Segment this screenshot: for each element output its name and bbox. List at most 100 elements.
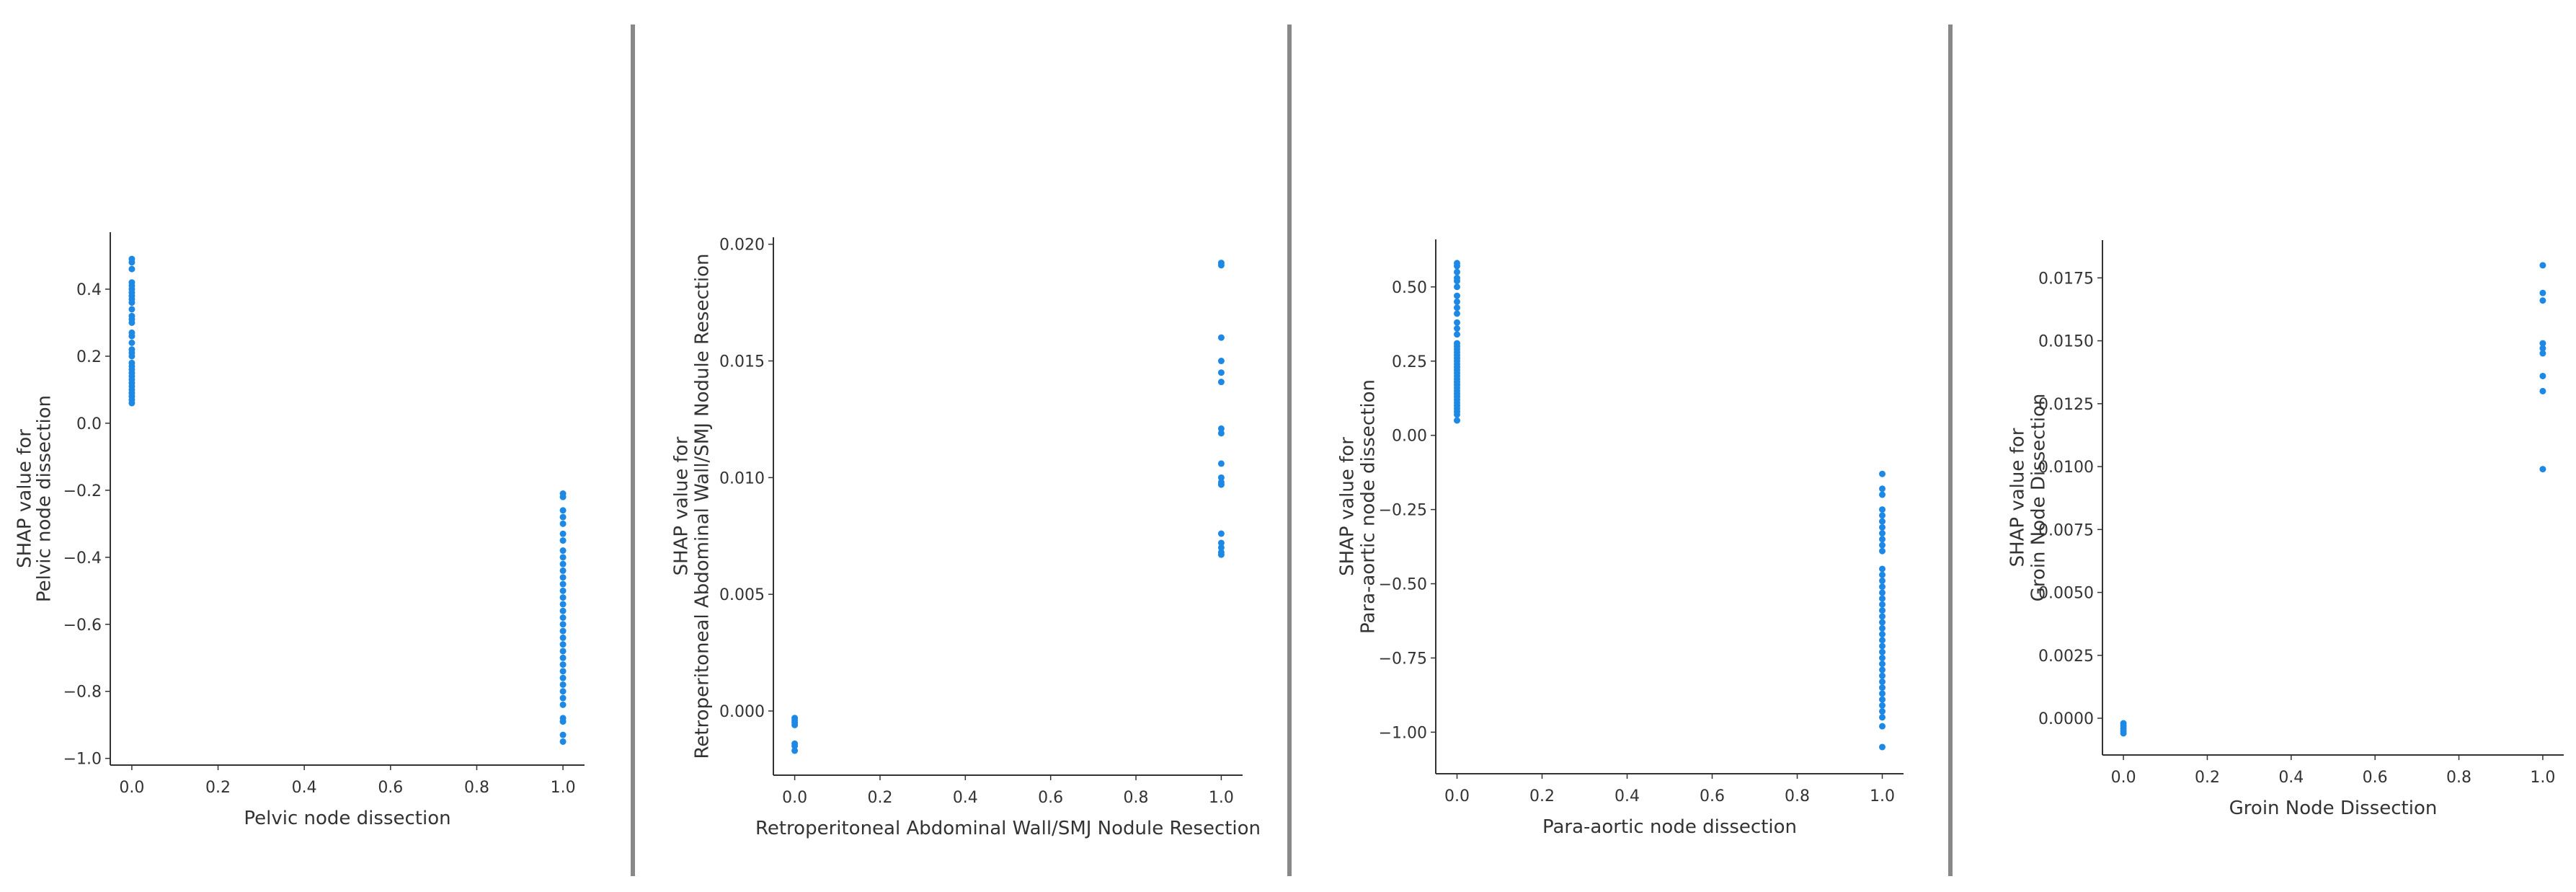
data-point — [1217, 539, 1225, 547]
data-point — [1879, 577, 1886, 584]
data-point — [1879, 607, 1886, 614]
panel-4: 0.0 0.2 0.4 0.6 0.8 1.0 0.0000 0.0025 0.0050 0.00… — [2007, 240, 2564, 819]
y-tick-label: −0.6 — [63, 617, 102, 635]
x-tick-label: 0.0 — [119, 779, 144, 797]
x-axis-label: Pelvic node dissection — [244, 808, 450, 829]
data-point — [1879, 648, 1886, 655]
y-tick-label: 0.4 — [76, 281, 102, 299]
data-point — [559, 493, 567, 500]
x-tick-label: 0.8 — [1785, 787, 1810, 805]
y-axis-label: SHAP value for — [1337, 437, 1359, 576]
y-axis-label: Para-aortic node dissection — [1358, 379, 1380, 634]
data-point — [1879, 637, 1886, 644]
y-tick-label: 0.020 — [719, 237, 765, 255]
data-point — [1454, 262, 1460, 270]
data-point — [1879, 601, 1886, 608]
x-tick-label: 0.4 — [2278, 769, 2304, 787]
y-tick-label: 0.0025 — [2038, 648, 2094, 666]
data-point — [559, 654, 567, 661]
y-axis-label: SHAP value for — [2007, 428, 2029, 567]
y-axis-label: SHAP value for — [14, 429, 36, 568]
data-point — [2539, 466, 2546, 473]
data-point — [2539, 297, 2546, 304]
data-point — [1879, 631, 1886, 638]
y-tick-label: 0.25 — [1392, 353, 1427, 371]
data-point — [1879, 690, 1886, 697]
x-tick-label: 0.6 — [2363, 769, 2388, 787]
data-point — [1217, 544, 1225, 551]
data-point — [1217, 262, 1225, 269]
data-point — [559, 627, 567, 635]
y-tick-label: 0.00 — [1392, 428, 1427, 446]
data-point — [1879, 542, 1886, 549]
x-tick-label: 0.2 — [2195, 769, 2220, 787]
data-point — [1454, 304, 1460, 312]
data-point — [1879, 714, 1886, 721]
data-point — [1217, 460, 1225, 467]
y-tick-label: 0.015 — [719, 353, 765, 371]
data-point — [559, 614, 567, 621]
data-point — [559, 567, 567, 574]
data-point — [1454, 319, 1460, 326]
y-tick-label: 0.50 — [1392, 279, 1427, 297]
data-point — [1879, 708, 1886, 715]
data-point — [1879, 666, 1886, 674]
data-point — [1879, 571, 1886, 578]
data-point — [1217, 425, 1225, 432]
data-point — [559, 701, 567, 708]
data-point — [559, 607, 567, 614]
data-point — [1879, 524, 1886, 531]
data-point — [2539, 387, 2546, 394]
data-point — [2539, 345, 2546, 352]
y-tick-label: −0.75 — [1379, 650, 1427, 668]
data-point — [559, 587, 567, 594]
x-tick-label: 0.8 — [464, 779, 489, 797]
y-tick-label: 0.010 — [719, 469, 765, 487]
data-point — [559, 681, 567, 688]
data-point — [559, 601, 567, 608]
data-point — [1879, 613, 1886, 620]
y-tick-label: −0.4 — [63, 549, 102, 568]
data-point — [1454, 292, 1460, 299]
data-point — [1879, 583, 1886, 591]
data-point — [1879, 589, 1886, 596]
y-tick-label: −0.25 — [1379, 502, 1427, 520]
data-point — [2539, 340, 2546, 347]
data-point — [559, 513, 567, 521]
y-tick-label: −1.0 — [63, 751, 102, 769]
data-point — [1879, 565, 1886, 573]
data-point — [128, 265, 136, 273]
data-point — [1217, 369, 1225, 376]
data-point — [559, 718, 567, 725]
data-point — [1217, 474, 1225, 481]
y-tick-label: −0.2 — [63, 482, 102, 500]
data-point — [128, 319, 136, 326]
data-point — [2539, 289, 2546, 296]
x-axis-label: Retroperitoneal Abdominal Wall/SMJ Nodul… — [755, 818, 1261, 839]
data-point — [1879, 512, 1886, 519]
data-point — [559, 738, 567, 745]
y-tick-label: 0.2 — [76, 348, 102, 366]
data-point — [1217, 358, 1225, 365]
y-tick-label: 0.0100 — [2038, 459, 2094, 477]
data-point — [1879, 743, 1886, 751]
data-point — [559, 574, 567, 581]
data-point — [559, 537, 567, 544]
data-point — [128, 339, 136, 346]
data-point — [1454, 298, 1460, 305]
data-point — [1217, 530, 1225, 537]
y-tick-label: 0.005 — [719, 586, 765, 604]
data-point — [1879, 506, 1886, 513]
data-point — [559, 688, 567, 695]
x-tick-label: 0.4 — [953, 789, 978, 807]
y-axis-label: Groin Node Dissection — [2028, 394, 2050, 602]
y-tick-label: −0.8 — [63, 684, 102, 702]
data-point — [128, 259, 136, 266]
data-point — [1454, 268, 1460, 275]
y-axis-label: Retroperitoneal Abdominal Wall/SMJ Nodul… — [692, 253, 714, 759]
data-point — [2539, 262, 2546, 269]
x-tick-label: 0.4 — [292, 779, 317, 797]
data-point — [559, 731, 567, 738]
